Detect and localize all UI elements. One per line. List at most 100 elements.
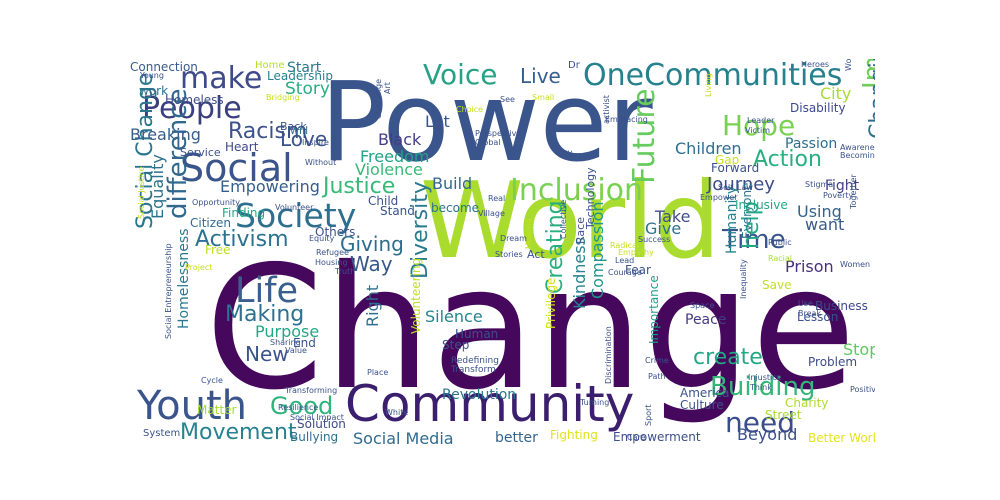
word-society: Society — [235, 196, 357, 235]
word-lesson: Lesson — [797, 310, 839, 324]
word-cloud: Change Power World Community Social Society Yo… — [125, 59, 875, 444]
word-empathy: Empathy — [618, 248, 654, 257]
word-passion: Passion — [785, 136, 838, 152]
word-changing: Changing — [866, 59, 875, 139]
word-living: Living — [704, 73, 713, 97]
word-power: Power — [320, 59, 653, 186]
word-gap: Gap — [715, 153, 740, 167]
word-onecommunities: OneCommunities — [583, 59, 843, 93]
word-free: Free — [205, 243, 231, 257]
word-refugee: Refugee — [316, 248, 349, 257]
word-perspective: Perspective — [475, 129, 522, 138]
word-choice: Choice — [456, 105, 484, 114]
word-matter: Matter — [197, 403, 237, 417]
word-end: End — [293, 336, 316, 350]
word-love: Love — [280, 127, 328, 151]
word-leadership: Leadership — [267, 69, 333, 83]
word-hope: Hope — [722, 109, 796, 142]
word-become: become — [431, 201, 480, 215]
word-key: Key — [558, 148, 573, 157]
word-revolution: Revolution — [442, 387, 517, 403]
word-together: Together — [849, 174, 858, 209]
word-work: work — [139, 84, 169, 98]
word-bullying: Bullying — [290, 430, 339, 444]
word-path: Path — [648, 372, 666, 381]
word-project: Project — [185, 263, 213, 272]
word-dr: Dr — [568, 60, 580, 71]
word-courage: Courage — [608, 268, 642, 277]
word-racism: Racism — [228, 119, 308, 144]
word-racial: Racial — [768, 254, 793, 263]
word-global: Global — [475, 138, 501, 147]
word-way: Way — [350, 252, 393, 276]
word-white: White — [385, 408, 409, 417]
word-injustice: Injustice — [748, 373, 782, 382]
word-city: City — [820, 84, 852, 103]
word-system: System — [143, 428, 181, 439]
word-child: Child — [368, 194, 399, 208]
word-giving: Giving — [340, 232, 404, 256]
word-positive: Positive — [850, 385, 875, 394]
word-real: Real — [488, 194, 506, 203]
word-stop: Stop — [843, 340, 875, 359]
word-start: Start — [287, 60, 322, 76]
word-radical: Radical — [610, 241, 640, 250]
word-homeless: Homeless — [165, 93, 224, 107]
word-women: Women — [840, 260, 871, 269]
word-success: Success — [638, 235, 671, 244]
word-truth: Truth — [335, 267, 356, 276]
word-beyond: Beyond — [737, 425, 798, 444]
word-young: Young — [140, 71, 164, 80]
word-step: Step — [442, 338, 470, 352]
word-social-entrepreneurship: Social Entrepreneurship — [164, 243, 173, 339]
word-solution: Solution — [297, 417, 346, 431]
word-victim: Victim — [745, 126, 771, 135]
word-word: Word — [844, 59, 853, 71]
word-social-justice: Social Justice — [137, 166, 146, 219]
word-charity: Charity — [785, 396, 829, 410]
word-forward: Forward — [711, 161, 760, 175]
word-awareness: Awareness — [840, 143, 875, 152]
word-poverty: Poverty — [823, 191, 854, 200]
word-problem: Problem — [808, 355, 858, 369]
word-fighting: Fighting — [550, 428, 598, 442]
word-break: Break — [798, 309, 822, 318]
word-bridging: Bridging — [266, 93, 300, 102]
word-better: better — [495, 430, 538, 444]
word-empowering: Empowering — [220, 177, 320, 196]
word-life: Life — [235, 271, 299, 311]
word-discrimination: Discrimination — [604, 326, 613, 384]
word-culture: Culture — [680, 398, 724, 412]
word-community: Community — [345, 375, 635, 433]
word-using: Using — [797, 202, 842, 221]
word-small: Small — [532, 93, 555, 102]
word-change: Change — [205, 230, 856, 428]
word-make: make — [180, 61, 263, 96]
word-live: Live — [520, 64, 561, 88]
word-embracing: Embracing — [605, 115, 648, 124]
word-fight: Fight — [825, 178, 860, 194]
word-kindness: Kindness — [570, 237, 589, 309]
word-redefining: Redefining — [451, 356, 499, 366]
word-housing: Housing — [315, 258, 348, 267]
word-empowerment: Empowerment — [613, 430, 701, 444]
word-people: People — [142, 91, 242, 126]
word-value: Value — [285, 346, 307, 355]
word-lead: Lead — [615, 256, 635, 265]
word-inequality: Inequality — [739, 259, 748, 299]
word-good: Good — [270, 392, 334, 420]
word-inclusive: Inclusive — [735, 198, 788, 212]
word-back: Back — [280, 120, 307, 133]
word-public: Public — [768, 238, 792, 247]
word-art: Art — [383, 82, 392, 94]
word-silence: Silence — [425, 307, 483, 326]
word-care: Care — [627, 433, 646, 442]
word-new: New — [245, 342, 289, 366]
word-voice: Voice — [423, 59, 498, 91]
word-dream: Dream — [500, 234, 527, 243]
word-village: Village — [478, 209, 505, 218]
word-fear: Fear — [625, 263, 651, 277]
word-heroes: Heroes — [801, 60, 830, 69]
word-building: Building — [710, 372, 816, 402]
word-want: want — [805, 215, 845, 234]
